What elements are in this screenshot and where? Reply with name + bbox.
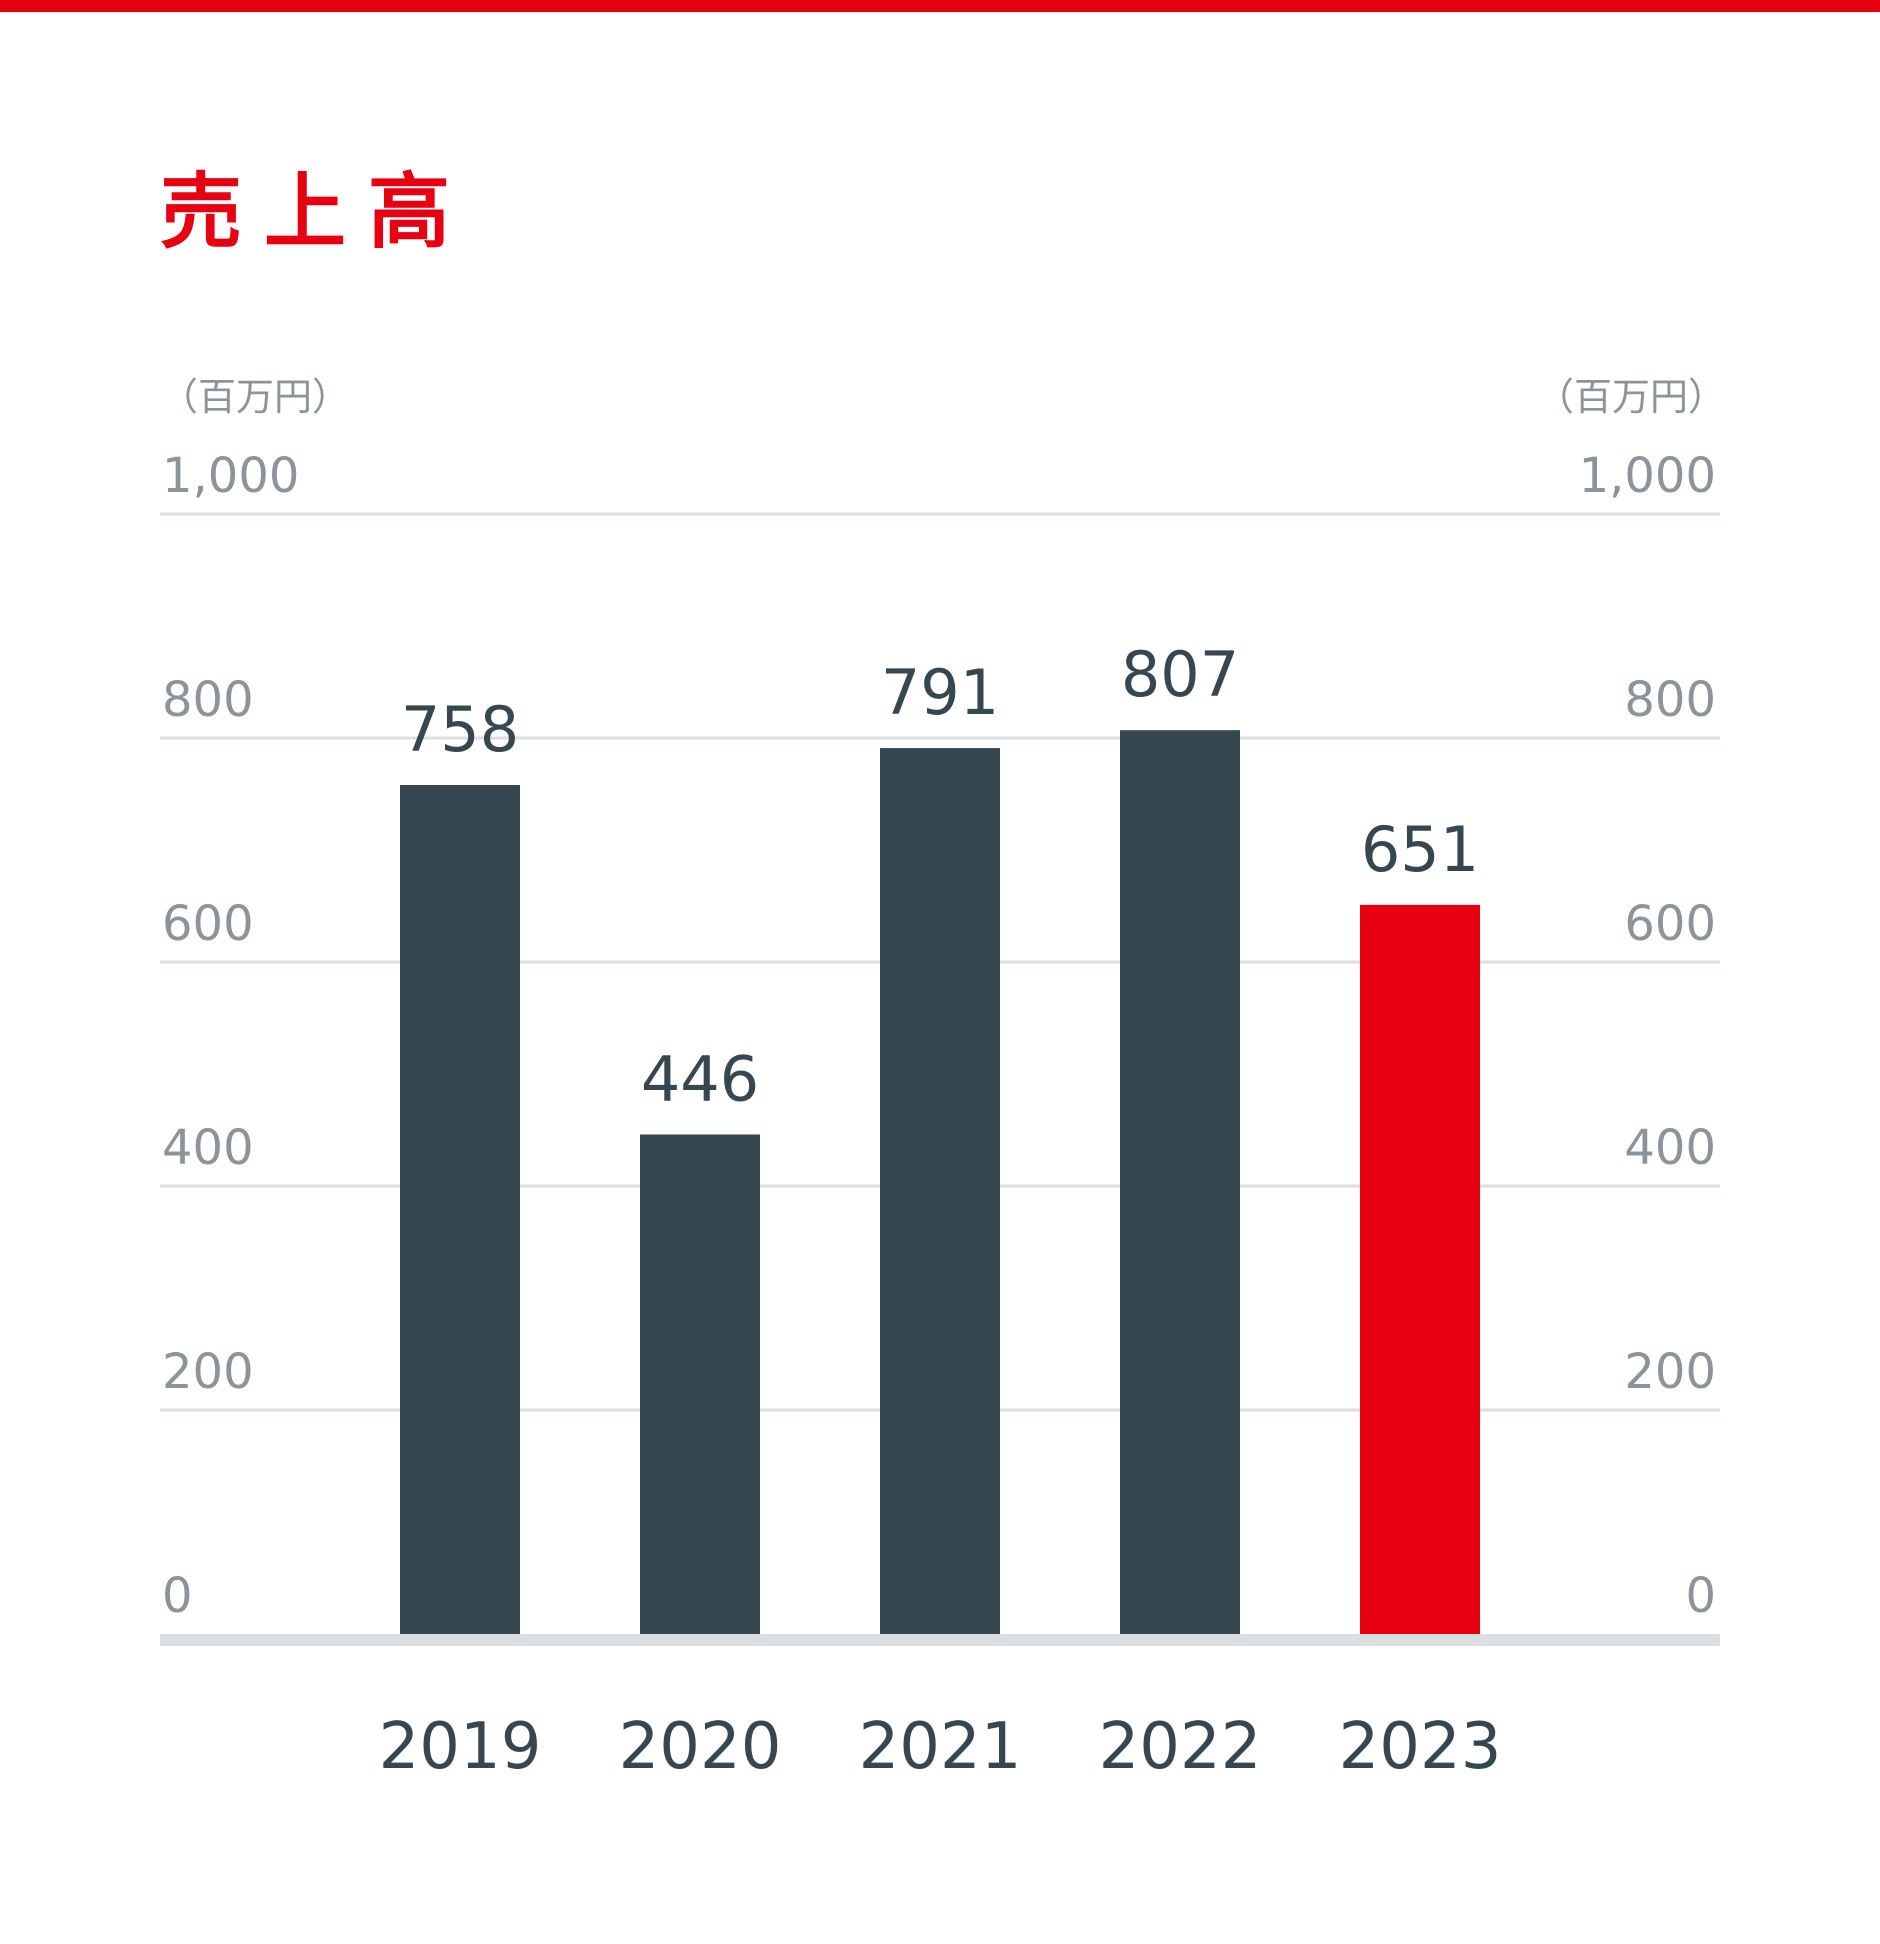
bar-2019 — [400, 785, 520, 1634]
unit-label-right: （百万円） — [1536, 375, 1726, 419]
bar-2020 — [640, 1134, 760, 1634]
y-tick-label-right: 800 — [1624, 672, 1716, 728]
bar-2023 — [1360, 904, 1480, 1634]
value-label-2020: 446 — [641, 1042, 759, 1115]
y-tick-label-left: 200 — [162, 1344, 254, 1400]
bar-2022 — [1120, 730, 1240, 1634]
bar-2021 — [880, 748, 1000, 1634]
chart-title: 売上高 — [160, 165, 473, 260]
unit-label-left: （百万円） — [160, 375, 350, 419]
top-accent-bar — [0, 0, 1880, 12]
value-label-2019: 758 — [401, 693, 519, 766]
y-tick-label-left: 800 — [162, 672, 254, 728]
y-tick-label-left: 1,000 — [162, 448, 299, 504]
x-label-2021: 2021 — [859, 1710, 1022, 1784]
x-label-2022: 2022 — [1099, 1710, 1262, 1784]
y-tick-label-left: 400 — [162, 1120, 254, 1176]
baseline — [160, 1634, 1720, 1646]
y-tick-label-right: 400 — [1624, 1120, 1716, 1176]
value-label-2023: 651 — [1361, 813, 1479, 886]
y-tick-label-right: 0 — [1685, 1568, 1716, 1624]
y-tick-label-right: 200 — [1624, 1344, 1716, 1400]
y-tick-label-left: 0 — [162, 1568, 193, 1624]
x-label-2019: 2019 — [379, 1710, 542, 1784]
value-label-2021: 791 — [881, 656, 999, 729]
y-tick-label-right: 600 — [1624, 896, 1716, 952]
y-tick-label-right: 1,000 — [1579, 448, 1716, 504]
value-label-2022: 807 — [1121, 638, 1239, 711]
x-label-2020: 2020 — [619, 1710, 782, 1784]
bars — [400, 730, 1480, 1634]
y-tick-label-left: 600 — [162, 896, 254, 952]
labels: （百万円） （百万円） 1,000 1,000 800 800 600 600 400 400 20… — [160, 375, 1726, 1784]
x-label-2023: 2023 — [1339, 1710, 1502, 1784]
